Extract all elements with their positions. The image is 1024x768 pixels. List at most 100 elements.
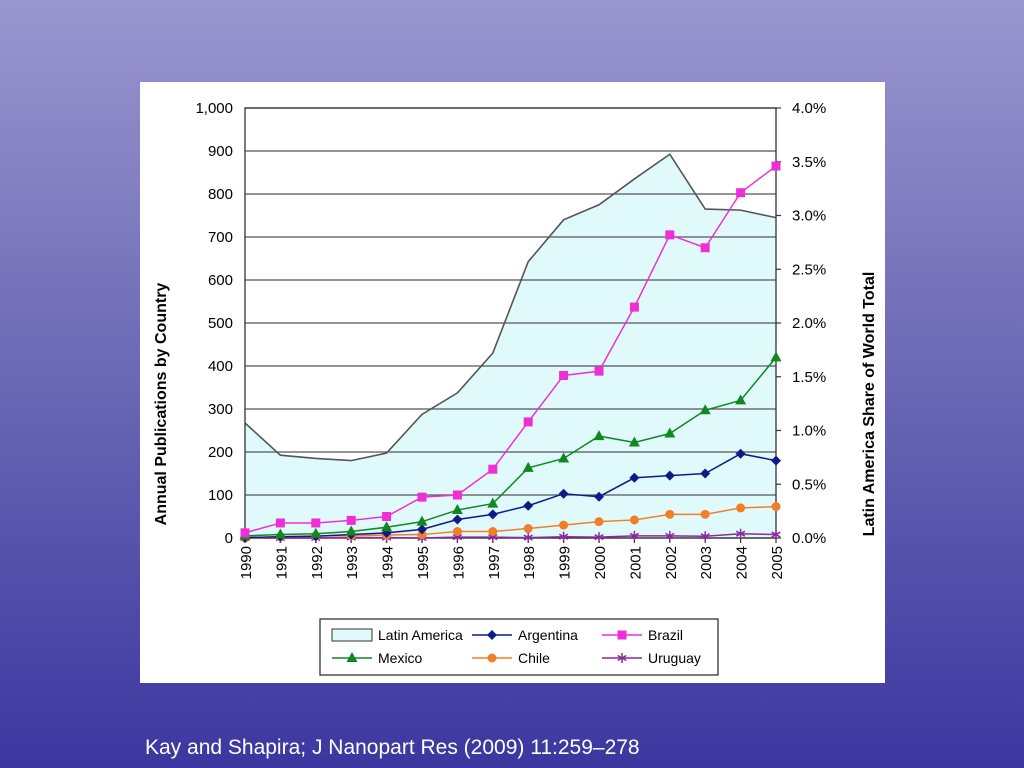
series-line-mexico bbox=[244, 356, 777, 537]
point-mexico bbox=[770, 351, 782, 362]
y2-tick-label: 3.5% bbox=[792, 154, 826, 171]
point-argentina bbox=[735, 448, 746, 459]
point-mexico bbox=[699, 404, 711, 415]
legend-label-latin-america: Latin America bbox=[378, 627, 463, 643]
y-tick-label: 300 bbox=[208, 401, 233, 418]
y2-tick-label: 2.0% bbox=[792, 315, 826, 332]
point-brazil bbox=[240, 528, 250, 538]
x-tick-label: 1990 bbox=[238, 546, 255, 579]
legend-label-brazil: Brazil bbox=[648, 627, 683, 643]
chart-panel: Annual Publications by Country Latin Ame… bbox=[140, 82, 885, 683]
point-mexico bbox=[487, 497, 499, 508]
area-outline-latin-america bbox=[244, 153, 777, 462]
point-uruguay bbox=[771, 529, 781, 540]
y-tick-label: 900 bbox=[208, 143, 233, 160]
point-brazil bbox=[559, 370, 569, 380]
point-argentina bbox=[771, 455, 781, 466]
point-uruguay bbox=[523, 532, 533, 543]
point-mexico bbox=[381, 521, 393, 532]
x-tick-label: 1997 bbox=[486, 546, 503, 579]
point-mexico bbox=[593, 430, 605, 441]
point-chile bbox=[417, 530, 427, 540]
y-tick-label: 700 bbox=[208, 229, 233, 246]
point-argentina bbox=[523, 500, 534, 511]
point-uruguay bbox=[594, 532, 604, 543]
y-axis-label: Annual Publications by Country bbox=[153, 283, 170, 526]
legend-label-uruguay: Uruguay bbox=[648, 650, 701, 666]
area-latin-america bbox=[245, 154, 776, 538]
x-tick-label: 1994 bbox=[380, 546, 397, 579]
legend-swatch-latin-america bbox=[331, 628, 373, 642]
point-uruguay bbox=[665, 530, 675, 541]
y2-tick-label: 0.0% bbox=[792, 530, 826, 547]
chart-svg: Annual Publications by Country Latin Ame… bbox=[153, 100, 878, 676]
point-uruguay bbox=[735, 528, 746, 539]
point-chile bbox=[665, 509, 675, 519]
point-chile bbox=[629, 515, 639, 525]
point-chile bbox=[488, 527, 498, 537]
point-brazil bbox=[311, 518, 321, 528]
point-argentina bbox=[381, 527, 392, 538]
point-argentina bbox=[629, 472, 640, 483]
y2-tick-label: 4.0% bbox=[792, 100, 826, 117]
citation-text: Kay and Shapira; J Nanopart Res (2009) 1… bbox=[145, 736, 640, 759]
y2-tick-label: 0.5% bbox=[792, 476, 826, 493]
x-tick-label: 1995 bbox=[415, 546, 432, 579]
point-brazil bbox=[700, 243, 710, 253]
x-tick-label: 1991 bbox=[273, 546, 290, 579]
point-brazil bbox=[523, 417, 533, 427]
point-mexico bbox=[664, 427, 676, 438]
legend-box bbox=[319, 618, 719, 676]
y2-axis-label: Latin America Share of World Total bbox=[861, 272, 878, 537]
point-mexico bbox=[628, 436, 640, 447]
point-mexico bbox=[558, 452, 570, 463]
y2-tick-label: 2.5% bbox=[792, 261, 826, 278]
y-tick-label: 600 bbox=[208, 272, 233, 289]
y-tick-label: 200 bbox=[208, 444, 233, 461]
y-tick-label: 400 bbox=[208, 358, 233, 375]
point-brazil bbox=[452, 490, 462, 500]
point-brazil bbox=[771, 161, 781, 171]
legend-marker-brazil bbox=[617, 630, 627, 640]
series-line-uruguay bbox=[245, 532, 777, 539]
point-brazil bbox=[488, 464, 498, 474]
point-mexico bbox=[310, 527, 322, 538]
point-brazil bbox=[275, 518, 285, 528]
x-tick-label: 1993 bbox=[344, 546, 361, 579]
point-chile bbox=[523, 524, 533, 534]
y-tick-label: 0 bbox=[225, 530, 233, 547]
point-argentina bbox=[417, 524, 427, 535]
legend-label-mexico: Mexico bbox=[378, 650, 423, 666]
point-chile bbox=[736, 503, 746, 513]
point-uruguay bbox=[558, 531, 569, 542]
point-mexico bbox=[451, 504, 463, 515]
point-brazil bbox=[665, 230, 675, 240]
point-brazil bbox=[736, 188, 746, 198]
x-tick-label: 2002 bbox=[663, 546, 680, 579]
point-argentina bbox=[558, 488, 569, 499]
legend-marker-chile bbox=[487, 653, 497, 663]
y2-tick-label: 1.0% bbox=[792, 423, 826, 440]
legend-marker-mexico bbox=[346, 652, 358, 662]
point-argentina bbox=[487, 509, 498, 520]
x-tick-label: 2004 bbox=[734, 546, 751, 579]
y-tick-label: 800 bbox=[208, 186, 233, 203]
y2-tick-label: 3.0% bbox=[792, 208, 826, 225]
x-tick-label: 2003 bbox=[698, 546, 715, 579]
point-argentina bbox=[594, 491, 604, 502]
legend-marker-argentina bbox=[487, 630, 497, 640]
point-chile bbox=[452, 527, 462, 537]
point-mexico bbox=[416, 515, 428, 526]
point-uruguay bbox=[700, 531, 710, 542]
point-brazil bbox=[417, 492, 427, 502]
series-line-brazil bbox=[244, 165, 777, 534]
point-brazil bbox=[629, 302, 639, 312]
x-tick-label: 1998 bbox=[521, 546, 538, 579]
y2-tick-label: 1.5% bbox=[792, 369, 826, 386]
point-uruguay bbox=[629, 530, 640, 541]
point-brazil bbox=[594, 366, 604, 376]
point-chile bbox=[700, 509, 710, 519]
x-tick-label: 2005 bbox=[769, 546, 786, 579]
x-tick-label: 2001 bbox=[627, 546, 644, 579]
y-tick-label: 500 bbox=[208, 315, 233, 332]
